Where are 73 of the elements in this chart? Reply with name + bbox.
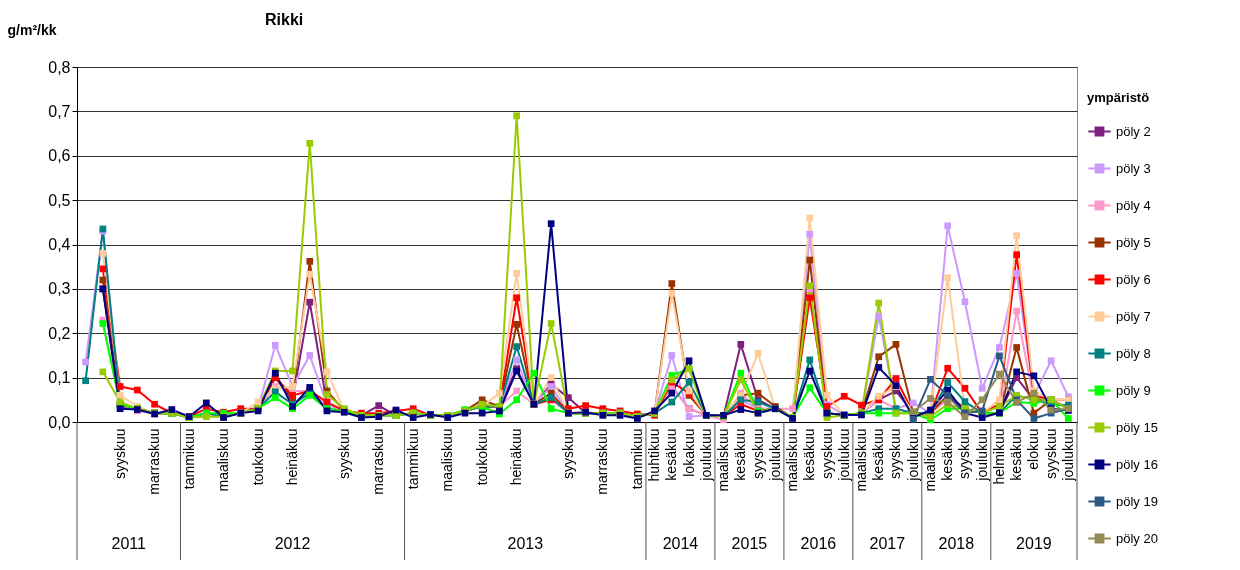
- x-tick-label: kesäkuu: [732, 428, 749, 481]
- x-tick-label: joulukuu: [973, 428, 990, 482]
- y-tick-label: 0,8: [48, 58, 71, 76]
- legend-label: pöly 3: [1116, 160, 1151, 176]
- x-tick-label: marraskuu: [370, 428, 387, 495]
- x-tick-label: maaliskuu: [439, 428, 456, 492]
- x-tick-label: lokakuu: [680, 428, 697, 477]
- x-tick-label: kesäkuu: [1008, 428, 1025, 481]
- y-tick-label: 0,5: [48, 191, 71, 209]
- text: 2014: [662, 535, 699, 552]
- legend-label: pöly 9: [1116, 382, 1151, 398]
- text: 2011: [111, 535, 147, 552]
- y-tick-label: 0,3: [48, 280, 71, 298]
- x-tick-label: joulukuu: [766, 428, 783, 482]
- x-tick-label: joulukuu: [697, 428, 714, 482]
- x-tick-label: marraskuu: [594, 428, 611, 495]
- legend-label: pöly 4: [1116, 197, 1151, 213]
- x-tick-label: kesäkuu: [870, 428, 887, 481]
- x-tick-label: maaliskuu: [921, 428, 938, 492]
- x-tick-label: syyskuu: [335, 428, 352, 480]
- x-tick-label: tammikuu: [404, 428, 421, 490]
- text: 2012: [274, 535, 311, 552]
- legend-label: pöly 8: [1116, 345, 1151, 361]
- legend-label: pöly 15: [1116, 419, 1158, 435]
- legend-label: pöly 16: [1116, 456, 1158, 472]
- x-tick-label: heinäkuu: [508, 428, 525, 486]
- x-tick-label: kesäkuu: [663, 428, 680, 481]
- text: 2019: [1016, 535, 1052, 552]
- x-tick-label: syyskuu: [818, 428, 835, 480]
- x-tick-label: joulukuu: [904, 428, 921, 482]
- x-tick-label: syyskuu: [559, 428, 576, 480]
- legend-label: pöly 6: [1116, 271, 1151, 287]
- x-tick-label: tammikuu: [180, 428, 197, 490]
- x-tick-label: elokuu: [1025, 428, 1042, 470]
- x-tick-label: syyskuu: [749, 428, 766, 480]
- x-tick-label: maaliskuu: [215, 428, 232, 492]
- legend-label: pöly 19: [1116, 493, 1158, 509]
- text: 2017: [869, 535, 906, 552]
- legend-label: pöly 7: [1116, 308, 1151, 324]
- y-tick-label: 0,4: [48, 236, 71, 253]
- legend-label: pöly 5: [1116, 234, 1151, 250]
- x-tick-label: toukokuu: [473, 428, 490, 486]
- x-tick-label: toukokuu: [249, 428, 266, 486]
- text: 2015: [731, 535, 768, 552]
- y-tick-label: 0,0: [48, 413, 71, 431]
- x-tick-label: syyskuu: [1042, 428, 1059, 480]
- x-tick-label: maaliskuu: [715, 428, 732, 492]
- y-axis-title: g/m²/kk: [7, 21, 57, 38]
- x-tick-label: syyskuu: [887, 428, 904, 480]
- x-tick-label: marraskuu: [146, 428, 163, 495]
- x-tick-label: huhtikuu: [646, 428, 663, 482]
- x-tick-label: kesäkuu: [801, 428, 818, 481]
- x-tick-label: tammikuu: [628, 428, 645, 490]
- x-tick-label: helmikuu: [990, 428, 1007, 485]
- x-tick-label: joulukuu: [1059, 428, 1076, 482]
- x-tick-label: heinäkuu: [284, 428, 301, 486]
- legend-label: pöly 2: [1116, 123, 1151, 139]
- y-tick-label: 0,6: [48, 147, 71, 165]
- x-tick-label: joulukuu: [835, 428, 852, 482]
- text: 2016: [800, 535, 837, 552]
- x-tick-label: syyskuu: [111, 428, 128, 480]
- legend-title: ympäristö: [1087, 90, 1150, 105]
- x-tick-label: maaliskuu: [784, 428, 801, 492]
- x-tick-label: kesäkuu: [939, 428, 956, 481]
- text: 2018: [938, 535, 975, 552]
- y-tick-label: 0,7: [48, 102, 71, 120]
- y-tick-label: 0,1: [48, 369, 71, 387]
- y-tick-label: 0,2: [48, 324, 71, 342]
- text: 2013: [507, 535, 544, 552]
- x-tick-label: maaliskuu: [852, 428, 869, 492]
- legend-label: pöly 20: [1116, 530, 1158, 546]
- chart-title: Rikki: [265, 11, 304, 28]
- x-tick-label: syyskuu: [956, 428, 973, 480]
